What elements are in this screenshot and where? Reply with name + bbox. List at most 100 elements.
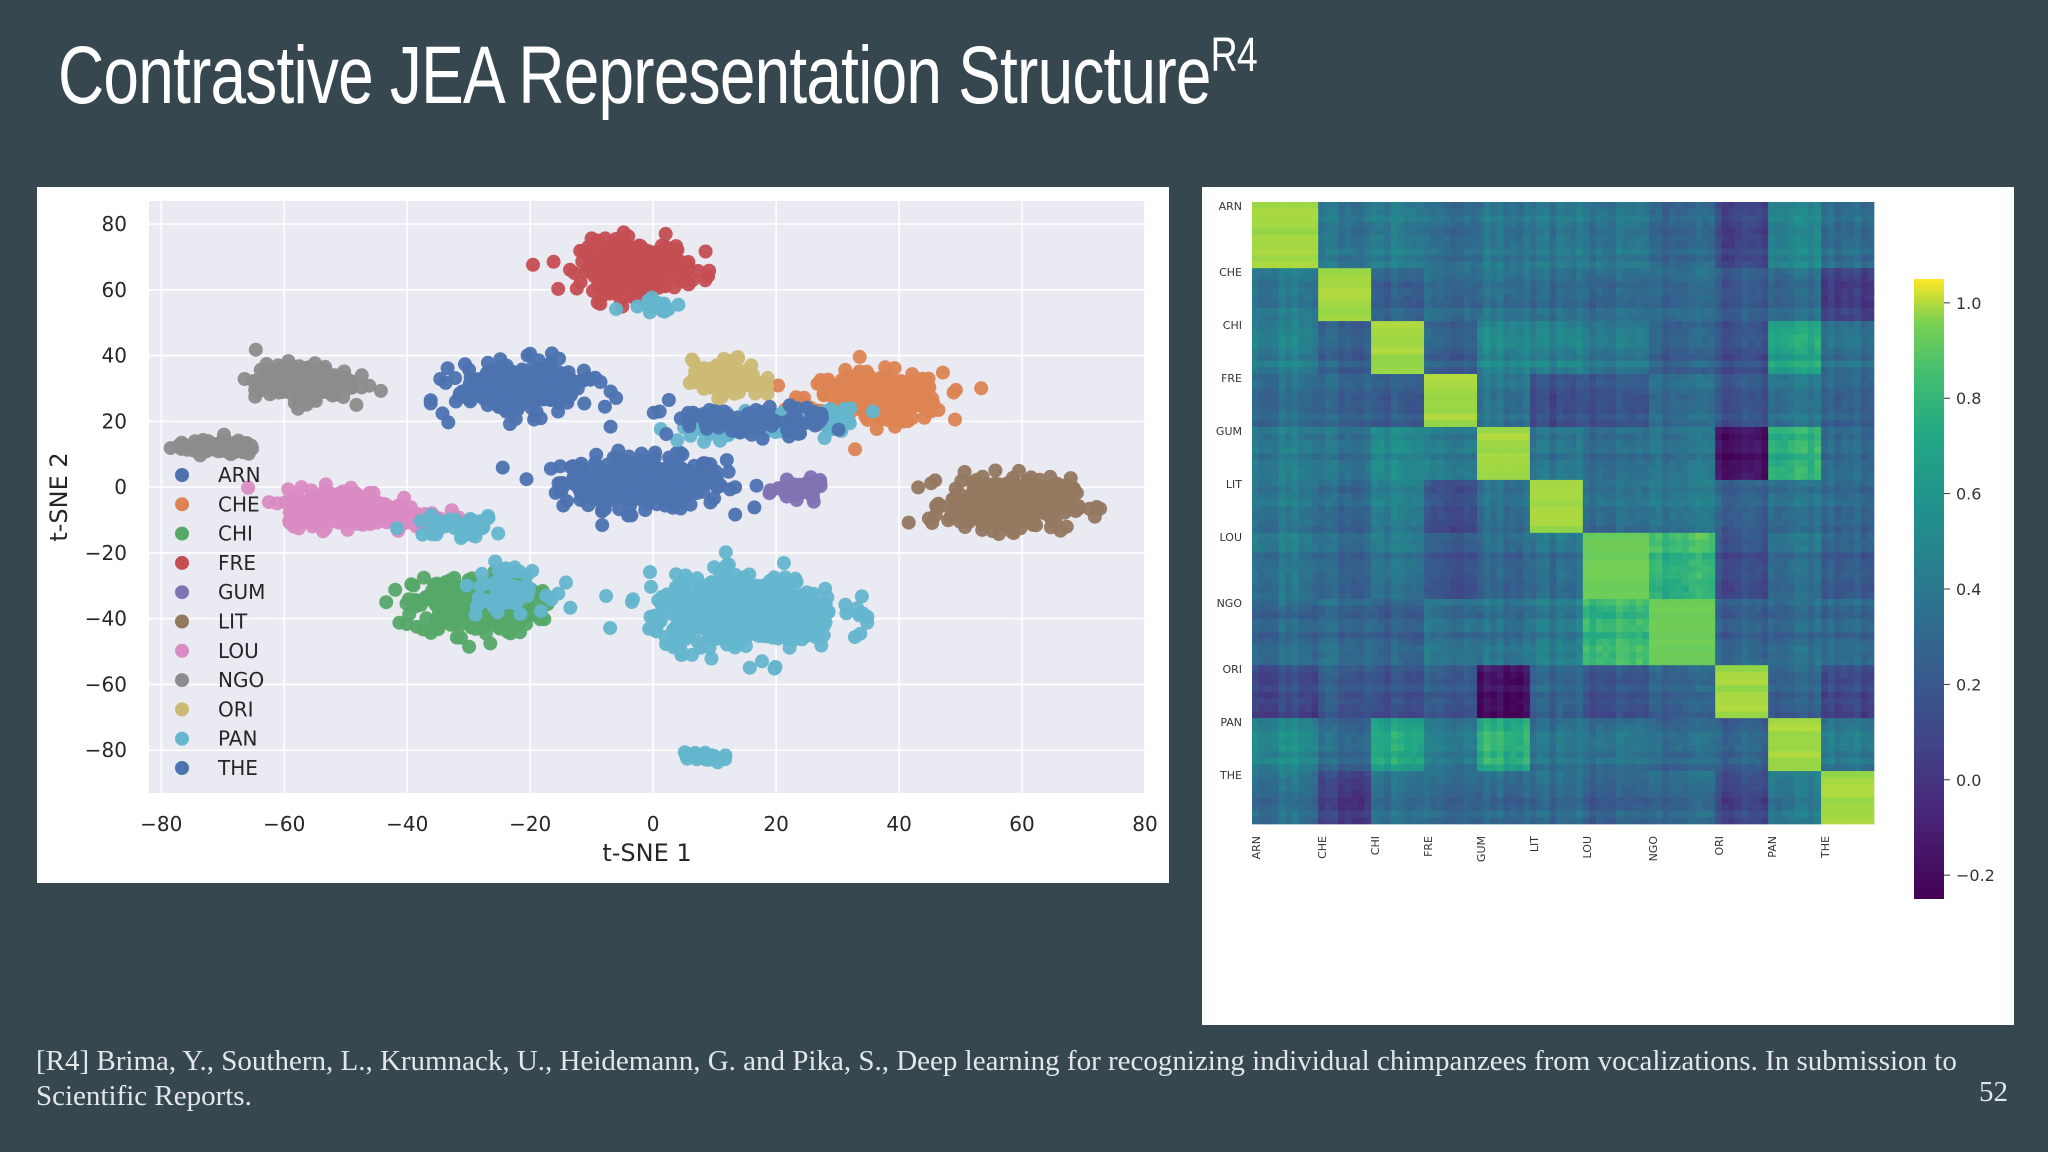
heatmap-cell	[1549, 202, 1557, 209]
heatmap-cell	[1622, 294, 1630, 302]
heatmap-cell	[1496, 261, 1504, 269]
heatmap-cell	[1404, 221, 1412, 229]
heatmap-cell	[1417, 294, 1425, 302]
heatmap-cell	[1476, 274, 1484, 282]
heatmap-cell	[1556, 268, 1564, 276]
heatmap-cell	[1490, 235, 1498, 243]
heatmap-cell	[1615, 288, 1623, 295]
heatmap-cell	[1291, 241, 1299, 249]
heatmap-cell	[1324, 202, 1332, 209]
point-pan	[563, 600, 578, 615]
heatmap-cell	[1827, 215, 1835, 223]
heatmap-cell	[1629, 228, 1637, 236]
point-che	[922, 380, 937, 395]
heatmap-cell	[1701, 268, 1709, 276]
heatmap-cell	[1774, 294, 1782, 302]
heatmap-cell	[1589, 215, 1597, 223]
heatmap-cell	[1708, 281, 1716, 289]
heatmap-cell	[1271, 208, 1279, 216]
point-arn	[703, 495, 718, 510]
heatmap-cell	[1774, 235, 1782, 243]
heatmap-cell	[1787, 254, 1795, 262]
heatmap-cell	[1688, 274, 1696, 282]
heatmap-cell	[1430, 254, 1438, 262]
heatmap-cell	[1821, 294, 1829, 302]
heatmap-cell	[1662, 202, 1670, 209]
heatmap-cell	[1516, 208, 1524, 216]
heatmap-cell	[1496, 221, 1504, 229]
heatmap-cell	[1457, 261, 1465, 269]
point-lit	[984, 482, 999, 497]
point-arn	[589, 447, 604, 462]
point-lou	[366, 485, 381, 500]
heatmap-cell	[1523, 268, 1531, 276]
point-pan	[438, 519, 453, 534]
heatmap-cell	[1463, 235, 1471, 243]
heatmap-cell	[1549, 208, 1557, 216]
heatmap-cell	[1596, 294, 1604, 302]
point-pan	[415, 527, 430, 542]
heatmap-cell	[1582, 228, 1590, 236]
heatmap-cell	[1410, 208, 1418, 216]
heatmap-cell	[1563, 215, 1570, 223]
heatmap-cell	[1768, 215, 1776, 223]
heatmap-cell	[1569, 248, 1577, 256]
heatmap-cell	[1801, 248, 1809, 256]
heatmap-cell	[1682, 288, 1690, 295]
heatmap-cell	[1589, 208, 1597, 216]
heatmap-cell	[1490, 268, 1498, 276]
heatmap-cell	[1510, 294, 1518, 302]
heatmap-cell	[1543, 288, 1551, 295]
point-lou	[355, 517, 370, 532]
heatmap-cell	[1390, 221, 1398, 229]
heatmap-cell	[1324, 228, 1332, 236]
heatmap-cell	[1847, 202, 1855, 209]
heatmap-cell	[1642, 288, 1650, 295]
heatmap-cell	[1384, 294, 1392, 302]
heatmap-cell	[1529, 221, 1537, 229]
point-fre	[698, 244, 713, 259]
heatmap-cell	[1582, 235, 1590, 243]
heatmap-cell	[1721, 208, 1729, 216]
heatmap-cell	[1582, 208, 1590, 216]
heatmap-cell	[1338, 228, 1345, 236]
heatmap-cell	[1708, 202, 1716, 209]
heatmap-cell	[1821, 241, 1829, 249]
point-lit	[988, 463, 1003, 478]
point-pan	[847, 630, 862, 645]
heatmap-cell	[1827, 235, 1835, 243]
point-the	[577, 396, 592, 411]
heatmap-cell	[1430, 261, 1438, 269]
heatmap-cell	[1649, 268, 1656, 276]
point-fre	[621, 277, 636, 292]
point-arn	[674, 483, 689, 498]
point-pan	[771, 631, 786, 646]
heatmap-cell	[1318, 248, 1326, 256]
heatmap-cell	[1483, 294, 1491, 302]
point-lit	[941, 513, 956, 528]
heatmap-cell	[1735, 202, 1743, 209]
heatmap-cell	[1834, 208, 1842, 216]
point-arn	[566, 459, 580, 474]
heatmap-cell	[1695, 208, 1703, 216]
heatmap-cell	[1668, 248, 1676, 256]
heatmap-cell	[1715, 228, 1723, 236]
heatmap-cell	[1344, 248, 1352, 256]
heatmap-cell	[1649, 294, 1656, 302]
point-lit	[1040, 484, 1055, 499]
heatmap-cell	[1655, 235, 1663, 243]
heatmap-cell	[1357, 254, 1365, 262]
heatmap-cell	[1682, 254, 1690, 262]
point-the	[785, 410, 800, 425]
heatmap-cell	[1271, 254, 1279, 262]
point-ngo	[234, 436, 249, 451]
heatmap-cell	[1344, 281, 1352, 289]
point-the	[441, 415, 456, 430]
heatmap-cell	[1424, 254, 1432, 262]
heatmap-cell	[1476, 288, 1484, 295]
heatmap-cell	[1430, 202, 1438, 209]
point-pan	[718, 545, 733, 560]
heatmap-cell	[1417, 208, 1425, 216]
heatmap-cell	[1854, 254, 1862, 262]
heatmap-cell	[1735, 268, 1743, 276]
